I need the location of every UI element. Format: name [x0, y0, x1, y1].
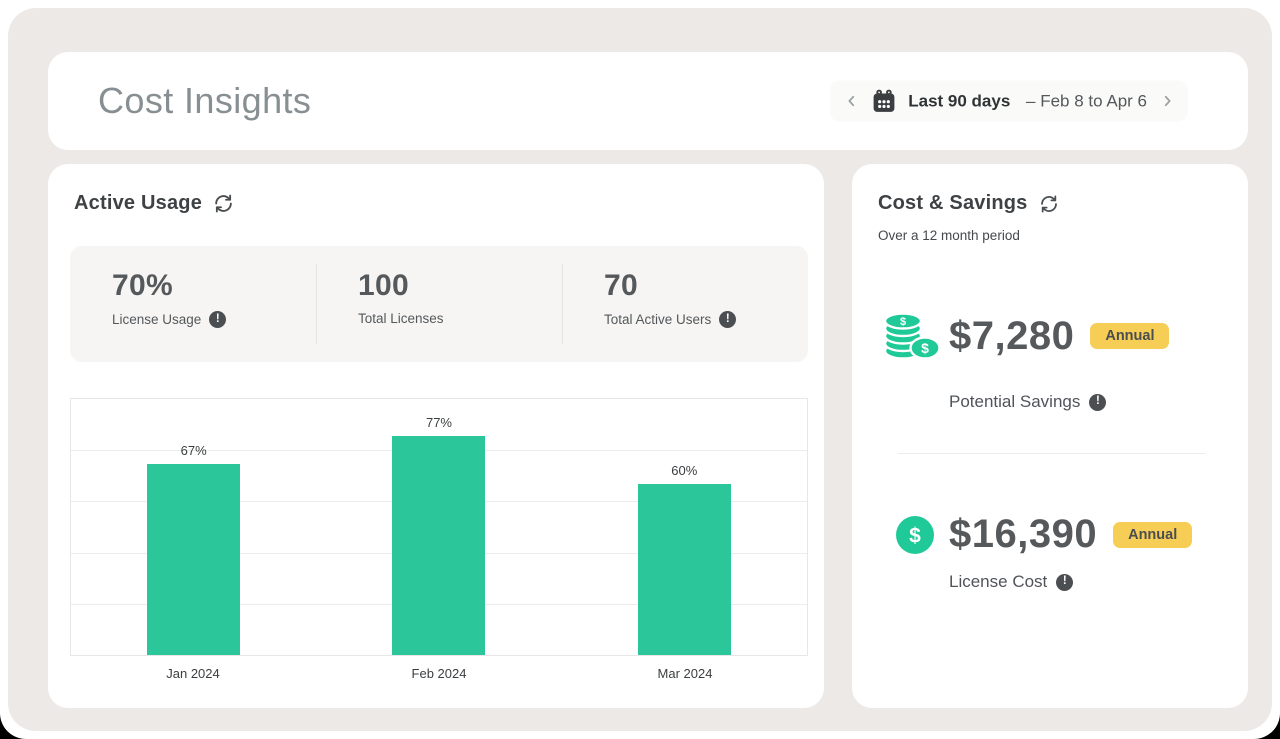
chart-x-axis-labels: Jan 2024 Feb 2024 Mar 2024 — [70, 666, 808, 681]
active-usage-heading: Active Usage — [74, 192, 234, 215]
info-icon[interactable]: ! — [209, 311, 227, 328]
bar-value-label: 77% — [425, 414, 452, 430]
cost-savings-heading: Cost & Savings — [878, 192, 1059, 215]
bar-value-label: 67% — [180, 443, 207, 459]
usage-stats-row: 70% License Usage ! 100 Total Licenses 7… — [70, 246, 808, 362]
info-icon[interactable]: ! — [1056, 573, 1074, 591]
refresh-icon[interactable] — [1039, 194, 1059, 214]
info-icon[interactable]: ! — [719, 311, 737, 328]
x-axis-label: Mar 2024 — [657, 666, 713, 681]
chevron-right-icon[interactable] — [1158, 91, 1176, 111]
page-title: Cost Insights — [98, 80, 312, 121]
svg-text:$: $ — [921, 340, 929, 356]
refresh-icon[interactable] — [213, 193, 234, 214]
date-range-dates: – Feb 8 to Apr 6 — [1021, 91, 1147, 110]
header-card: Cost Insights Last 90 days – Feb 8 to Ap… — [48, 52, 1248, 150]
chart-bar[interactable] — [392, 435, 486, 655]
stat-label: License Usage — [112, 312, 202, 327]
stat-total-licenses: 100 Total Licenses — [316, 246, 562, 362]
chart-plot-area: 67% 77% 60% — [71, 399, 807, 655]
potential-savings-label: Potential Savings — [949, 392, 1081, 411]
cost-savings-card: Cost & Savings Over a 12 month period — [852, 164, 1248, 708]
svg-text:$: $ — [900, 316, 906, 328]
stat-license-usage: 70% License Usage ! — [70, 246, 316, 362]
stat-label: Total Licenses — [358, 311, 444, 326]
annual-badge: Annual — [1113, 521, 1193, 548]
chart-bar[interactable] — [637, 484, 731, 655]
chart-bar[interactable] — [147, 464, 241, 655]
chart-bar-slot: 77% — [316, 399, 561, 655]
annual-badge: Annual — [1090, 323, 1170, 349]
chart-bar-slot: 67% — [71, 399, 316, 655]
bar-value-label: 60% — [671, 463, 698, 479]
x-axis-label: Feb 2024 — [411, 666, 467, 681]
stat-value: 70% — [112, 269, 173, 302]
usage-bar-chart: 67% 77% 60% — [70, 398, 808, 656]
potential-savings-amount: $7,280 — [949, 313, 1075, 358]
info-icon[interactable]: ! — [1089, 393, 1107, 411]
potential-savings-row: $ $ $7,280 Annual — [880, 310, 1170, 362]
license-cost-row: $ $16,390 Annual — [880, 512, 1193, 557]
svg-text:$: $ — [909, 524, 921, 547]
divider — [898, 453, 1205, 454]
license-cost-label: License Cost — [949, 572, 1048, 591]
date-range-label: Last 90 days — [908, 91, 1011, 110]
stat-label: Total Active Users — [604, 312, 712, 327]
cost-savings-subtitle: Over a 12 month period — [878, 228, 1020, 243]
active-usage-title: Active Usage — [74, 192, 203, 214]
license-cost-amount: $16,390 — [949, 512, 1098, 556]
cost-savings-title: Cost & Savings — [878, 192, 1028, 214]
coins-stack-icon: $ $ — [880, 310, 949, 362]
stat-total-active-users: 70 Total Active Users ! — [562, 246, 808, 362]
dollar-coin-icon: $ — [880, 515, 949, 555]
app-background: Cost Insights Last 90 days – Feb 8 to Ap… — [8, 8, 1272, 731]
date-range-picker[interactable]: Last 90 days – Feb 8 to Apr 6 — [830, 80, 1188, 122]
x-axis-label: Jan 2024 — [166, 666, 220, 681]
chart-bar-slot: 60% — [562, 399, 807, 655]
active-usage-card: Active Usage 70% License Usage ! — [48, 164, 824, 708]
calendar-icon — [871, 89, 897, 115]
stat-value: 70 — [604, 269, 638, 302]
stat-value: 100 — [358, 269, 409, 302]
chevron-left-icon[interactable] — [842, 91, 860, 111]
